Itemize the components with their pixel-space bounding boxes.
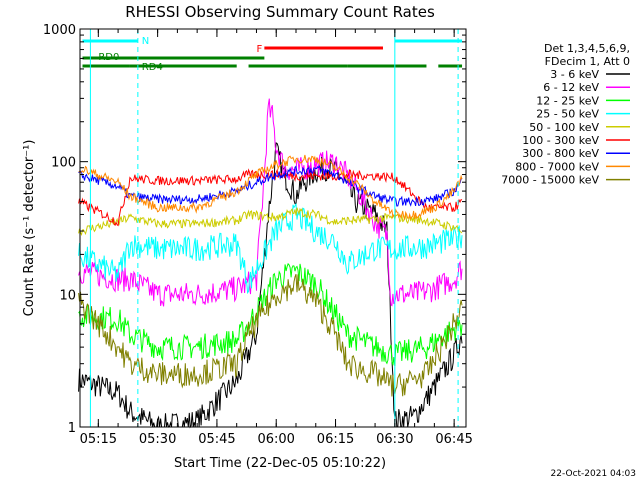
y-tick-label: 100 [51, 156, 76, 171]
series-line-3 [78, 203, 463, 295]
y-axis-label: Count Rate (s⁻¹ detector⁻¹) [22, 140, 37, 317]
series-line-0 [78, 142, 463, 429]
series-line-8 [78, 274, 463, 397]
legend-label-1: 6 - 12 keV [543, 81, 599, 94]
legend: Det 1,3,4,5,6,9,FDecim 1, Att 03 - 6 keV… [501, 42, 630, 187]
y-tick-label: 1000 [43, 23, 76, 38]
series-line-5 [78, 168, 463, 227]
y-tick-label: 1 [68, 421, 76, 436]
legend-header-line: Det 1,3,4,5,6,9, [544, 42, 630, 55]
plot-lines [78, 98, 463, 429]
legend-label-6: 300 - 800 keV [522, 147, 599, 160]
axis-layer: 05:15 05:30 05:45 06:00 06:15 06:30 06:45 1 10 10… [43, 23, 473, 447]
state-bar-label-2: RD0 [98, 52, 119, 63]
x-tick-label: 06:15 [317, 432, 354, 447]
series-line-1 [78, 98, 463, 307]
chart-title: RHESSI Observing Summary Count Rates [125, 3, 435, 21]
legend-label-0: 3 - 6 keV [550, 68, 599, 81]
legend-label-7: 800 - 7000 keV [515, 160, 599, 173]
footer-date: 22-Oct-2021 04:03 [551, 469, 636, 479]
x-tick-label: 05:30 [139, 432, 176, 447]
series-line-7 [78, 154, 463, 221]
x-tick-label: 05:45 [198, 432, 235, 447]
legend-header-line: FDecim 1, Att 0 [545, 55, 630, 68]
state-bar-label-3: RD4 [142, 62, 163, 73]
state-bar-label-1: F [256, 44, 262, 55]
x-tick-label: 05:15 [80, 432, 117, 447]
state-bar-label-0: N [142, 36, 149, 47]
legend-label-2: 12 - 25 keV [536, 94, 599, 107]
plot-frame [79, 28, 467, 428]
x-tick-label: 06:00 [257, 432, 294, 447]
series-line-2 [78, 262, 463, 367]
series-line-6 [78, 164, 463, 207]
legend-label-3: 25 - 50 keV [536, 108, 599, 121]
legend-label-8: 7000 - 15000 keV [501, 174, 599, 187]
legend-label-5: 100 - 300 keV [522, 134, 599, 147]
x-tick-label: 06:30 [376, 432, 413, 447]
x-tick-label: 06:45 [435, 432, 472, 447]
y-tick-label: 10 [59, 288, 76, 303]
legend-label-4: 50 - 100 keV [529, 121, 599, 134]
annotation-layer: N F RD0 RD4 [82, 29, 463, 427]
x-axis-label: Start Time (22-Dec-05 05:10:22) [174, 456, 386, 471]
